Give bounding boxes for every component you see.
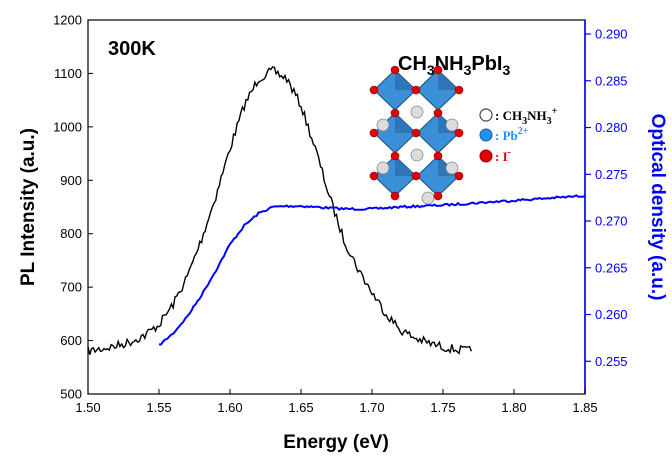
ch3nh3-sphere bbox=[410, 148, 424, 162]
perovskite-structure-illustration bbox=[369, 65, 464, 205]
y-axis-title: PL Intensity (a.u.) bbox=[18, 128, 39, 286]
temperature-label: 300K bbox=[108, 38, 156, 60]
iodide-sphere bbox=[433, 191, 443, 201]
x-axis-title: Energy (eV) bbox=[283, 432, 389, 453]
y-tick-label: 500 bbox=[60, 387, 82, 402]
iodide-sphere bbox=[390, 191, 400, 201]
iodide-sphere bbox=[369, 171, 379, 181]
y-tick-label: 1000 bbox=[53, 119, 82, 134]
octahedron-shade bbox=[395, 113, 416, 133]
iodide-sphere bbox=[454, 128, 464, 138]
x-tick-label: 1.60 bbox=[217, 400, 242, 415]
y-tick-label: 1100 bbox=[54, 66, 82, 81]
octahedron-shade bbox=[395, 156, 416, 176]
ch3nh3-sphere bbox=[376, 118, 390, 132]
iodide-sphere bbox=[369, 85, 379, 95]
ch3nh3-sphere bbox=[445, 161, 459, 175]
octahedron-shade bbox=[438, 70, 459, 90]
legend-label-ch3nh3: : CH3NH3+ bbox=[495, 106, 558, 127]
iodide-sphere bbox=[411, 171, 421, 181]
octahedron-shade bbox=[395, 70, 416, 90]
y2-tick-label: 0.265 bbox=[595, 260, 628, 275]
y2-ticks: 0.255 0.260 0.265 0.270 0.275 0.280 0.285 0.290 bbox=[585, 27, 628, 369]
ch3nh3-sphere bbox=[421, 191, 435, 205]
ch3nh3-sphere bbox=[445, 118, 459, 132]
y2-tick-label: 0.290 bbox=[595, 27, 628, 42]
legend-symbol-pb bbox=[479, 128, 493, 142]
x-tick-label: 1.85 bbox=[572, 400, 597, 415]
iodide-sphere bbox=[390, 65, 400, 75]
y2-tick-label: 0.270 bbox=[595, 214, 628, 229]
y-tick-label: 900 bbox=[60, 173, 82, 188]
y2-axis-title: Optical density (a.u.) bbox=[647, 114, 668, 301]
y2-tick-label: 0.255 bbox=[595, 354, 628, 369]
series-line-pl-intensity bbox=[87, 66, 473, 355]
y2-tick-label: 0.260 bbox=[595, 307, 628, 322]
legend-label-pb: : Pb2+ bbox=[495, 126, 529, 143]
y2-tick-label: 0.280 bbox=[595, 120, 628, 135]
y-tick-label: 600 bbox=[60, 333, 82, 348]
y-tick-label: 1200 bbox=[53, 13, 82, 28]
iodide-sphere bbox=[454, 171, 464, 181]
structure-legend: : CH3NH3+ : Pb2+ : I- bbox=[479, 106, 558, 164]
ch3nh3-sphere bbox=[410, 105, 424, 119]
series-line-optical-density bbox=[158, 194, 586, 346]
legend-symbol-i bbox=[479, 149, 493, 163]
x-tick-label: 1.55 bbox=[146, 400, 171, 415]
iodide-sphere bbox=[411, 85, 421, 95]
y2-tick-label: 0.275 bbox=[595, 167, 628, 182]
legend-label-i: : I- bbox=[495, 147, 511, 164]
compound-formula: CH3NH3PbI3 bbox=[398, 53, 511, 78]
x-tick-label: 1.65 bbox=[288, 400, 313, 415]
ch3nh3-sphere bbox=[376, 161, 390, 175]
y-ticks: 500 600 700 800 900 1000 1100 1200 bbox=[53, 13, 93, 402]
legend-symbol-ch3nh3 bbox=[479, 108, 493, 122]
iodide-sphere bbox=[390, 108, 400, 118]
y-tick-label: 800 bbox=[60, 226, 82, 241]
x-tick-label: 1.50 bbox=[75, 400, 100, 415]
y2-tick-label: 0.285 bbox=[595, 73, 628, 88]
iodide-sphere bbox=[433, 65, 443, 75]
x-tick-label: 1.70 bbox=[359, 400, 384, 415]
y-tick-label: 700 bbox=[60, 280, 82, 295]
x-tick-label: 1.80 bbox=[501, 400, 526, 415]
iodide-sphere bbox=[390, 151, 400, 161]
iodide-sphere bbox=[369, 128, 379, 138]
iodide-sphere bbox=[411, 128, 421, 138]
iodide-sphere bbox=[454, 85, 464, 95]
iodide-sphere bbox=[433, 108, 443, 118]
x-tick-label: 1.75 bbox=[430, 400, 455, 415]
x-ticks: 1.50 1.55 1.60 1.65 1.70 1.75 1.80 1.85 bbox=[75, 389, 598, 415]
iodide-sphere bbox=[433, 151, 443, 161]
